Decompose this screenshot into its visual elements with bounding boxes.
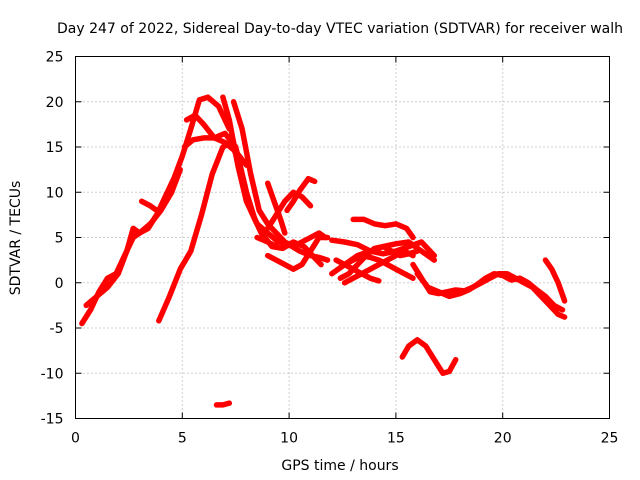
series-track-13 bbox=[138, 198, 160, 214]
y-tick-label: -15 bbox=[41, 412, 64, 428]
series-track-25 bbox=[399, 337, 459, 377]
series-track-24 bbox=[542, 257, 568, 304]
axis-ticks bbox=[75, 56, 610, 419]
y-tick-label: -5 bbox=[50, 321, 64, 337]
series-track-23 bbox=[414, 270, 566, 313]
y-tick-label: 20 bbox=[46, 95, 64, 111]
series-track-6 bbox=[220, 94, 331, 263]
y-axis-label: SDTVAR / TECUs bbox=[8, 181, 24, 296]
x-tick-label: 20 bbox=[494, 431, 512, 447]
x-tick-label: 25 bbox=[601, 431, 619, 447]
x-tick-label: 10 bbox=[280, 431, 298, 447]
series-track-2 bbox=[83, 166, 183, 309]
series-track-14 bbox=[213, 400, 233, 408]
series-track-11 bbox=[254, 234, 280, 250]
y-tick-label: 0 bbox=[55, 276, 64, 292]
x-axis-label: GPS time / hours bbox=[281, 458, 398, 474]
series-track-19 bbox=[333, 257, 382, 284]
series-track-7 bbox=[230, 99, 329, 250]
x-tick-label: 5 bbox=[178, 431, 187, 447]
series-track-21 bbox=[341, 248, 416, 286]
tick-labels: 0 5 10 15 20 25 -15 -10 -5 0 5 10 15 20 25 bbox=[41, 50, 619, 447]
series-track-20 bbox=[350, 216, 416, 241]
y-tick-label: 10 bbox=[46, 185, 64, 201]
series-track-9 bbox=[264, 189, 314, 232]
x-tick-label: 0 bbox=[71, 431, 80, 447]
series-track-18 bbox=[341, 252, 416, 281]
chart-title: Day 247 of 2022, Sidereal Day-to-day VTE… bbox=[57, 21, 623, 37]
series-track-10 bbox=[264, 234, 331, 272]
series-track-15 bbox=[329, 237, 438, 259]
y-tick-label: -10 bbox=[41, 366, 64, 382]
data-series bbox=[79, 94, 568, 408]
y-tick-label: 25 bbox=[46, 50, 64, 66]
y-tick-label: 5 bbox=[55, 231, 64, 247]
grid bbox=[75, 56, 610, 419]
series-track-12 bbox=[284, 175, 318, 214]
x-tick-label: 15 bbox=[387, 431, 405, 447]
y-tick-label: 15 bbox=[46, 140, 64, 156]
